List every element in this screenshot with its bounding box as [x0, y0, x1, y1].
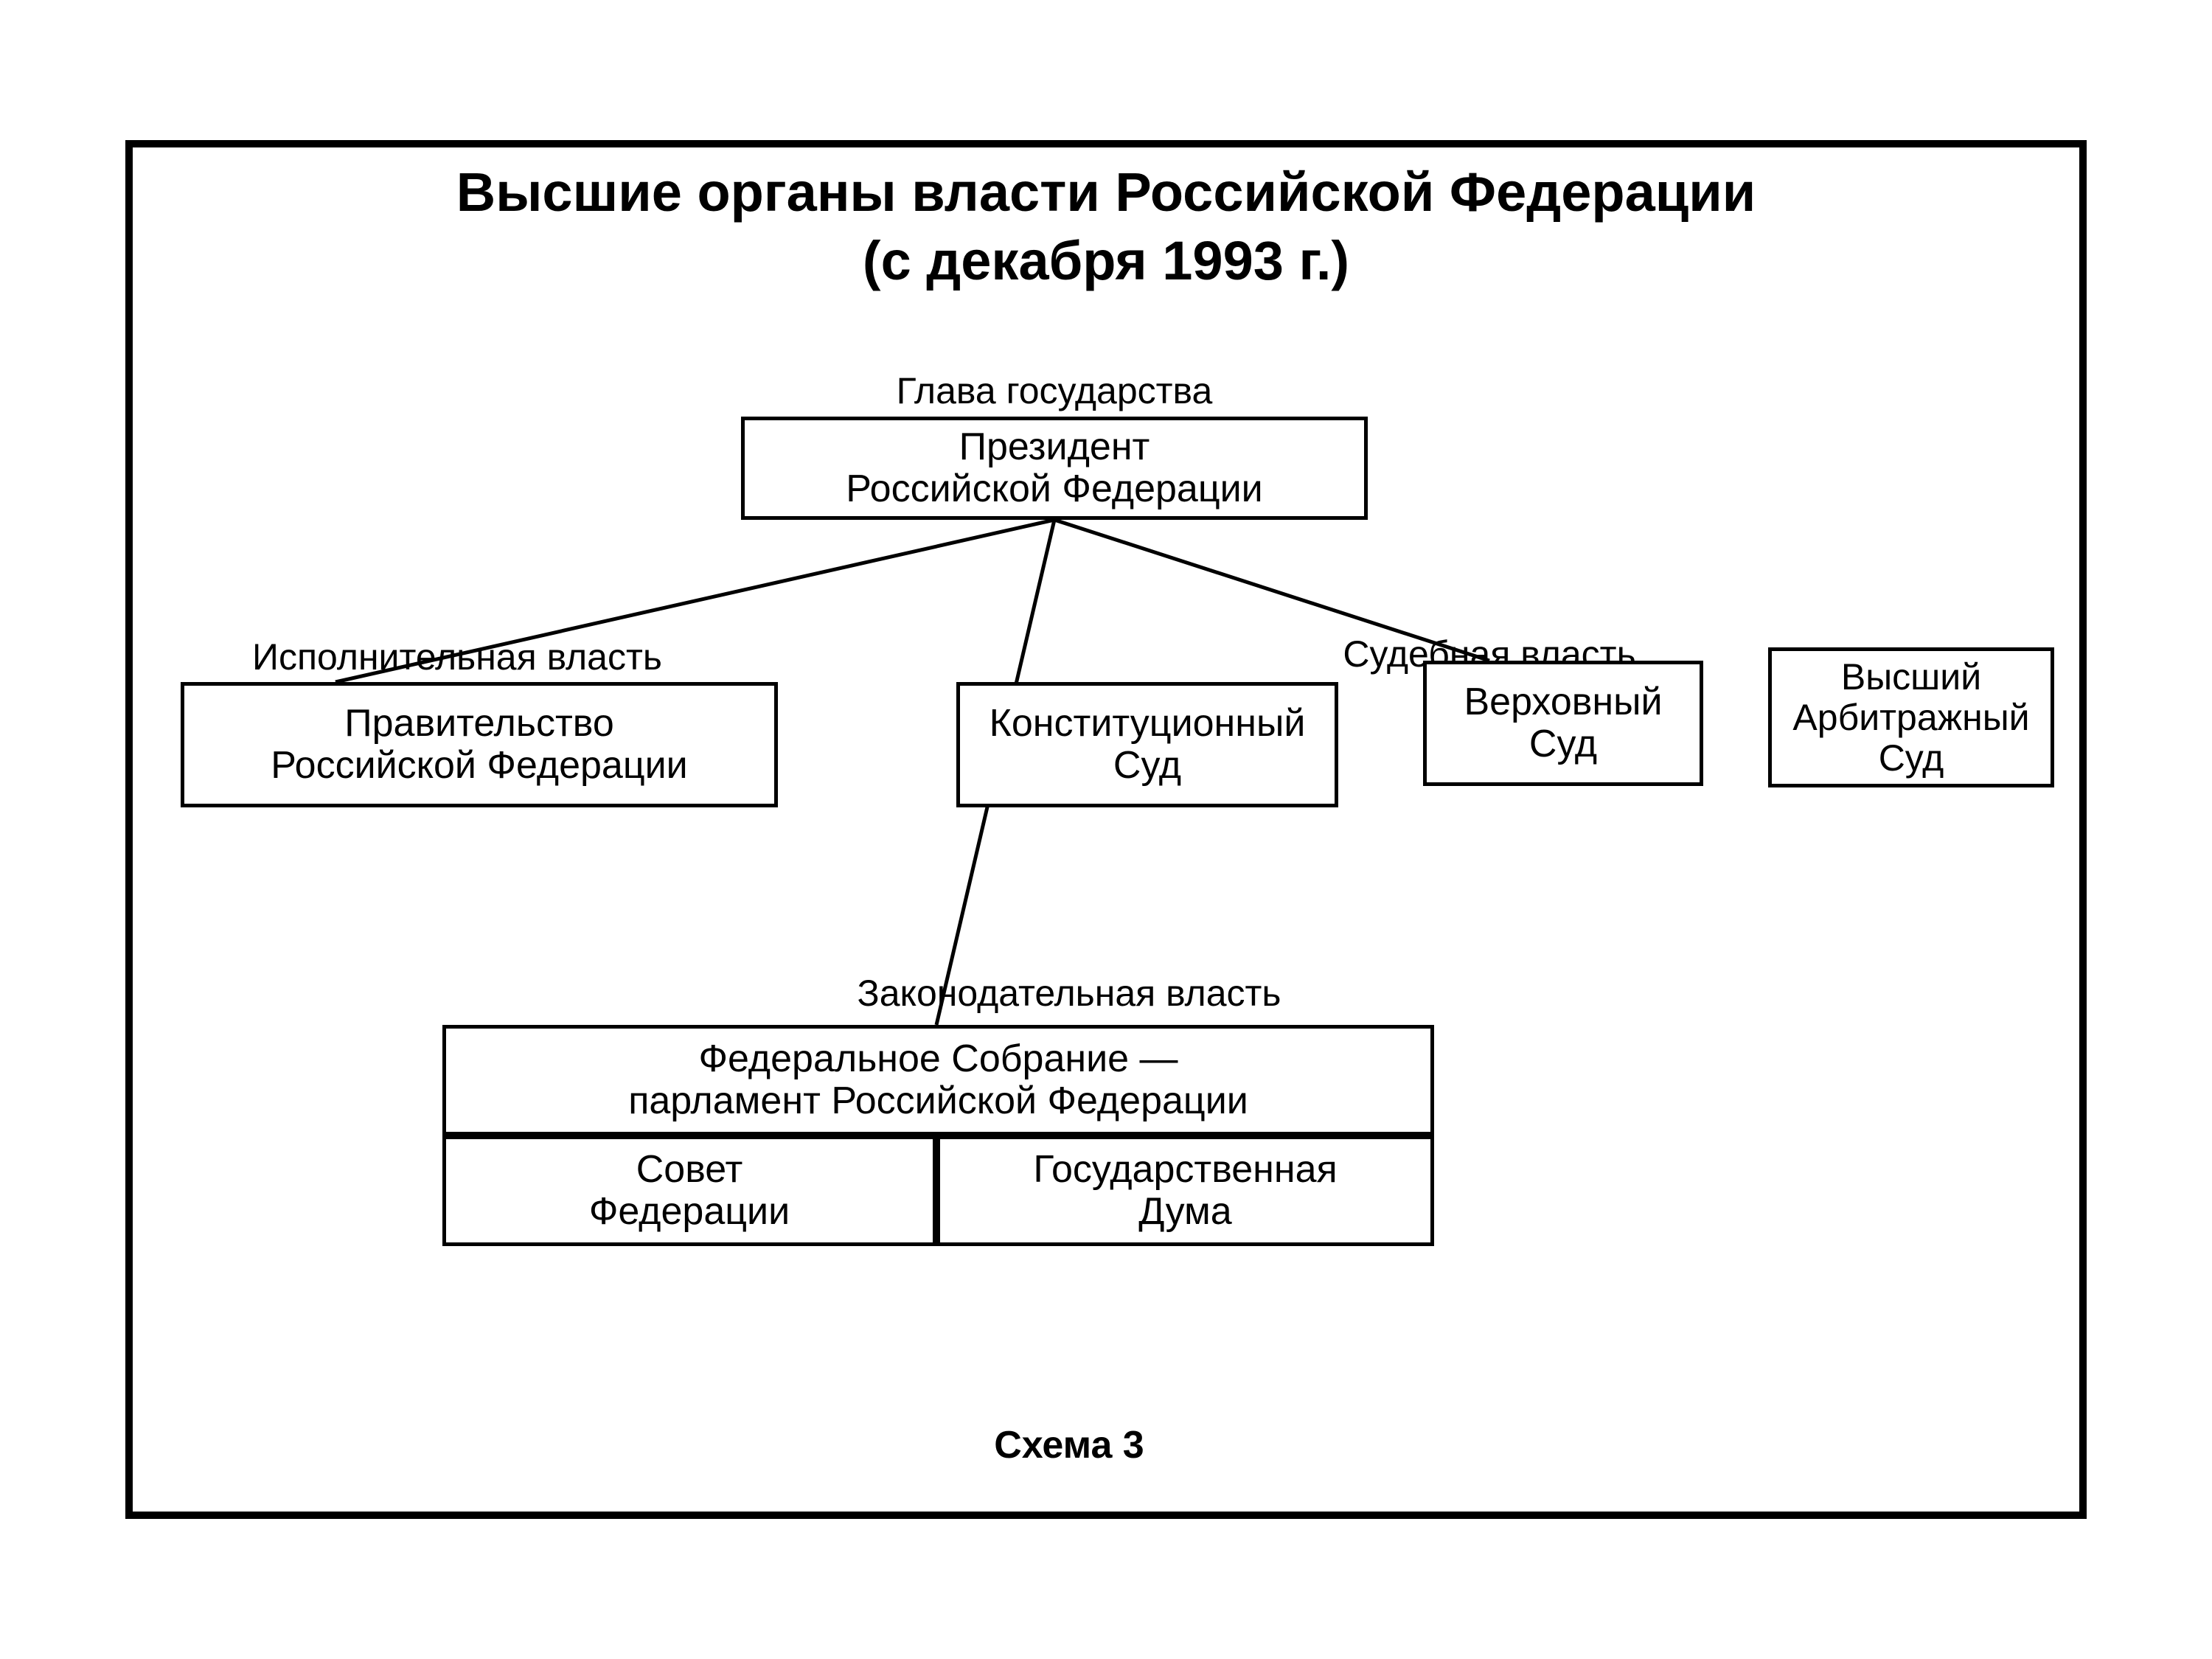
- caption: Схема 3: [959, 1423, 1180, 1467]
- node-constitutional-court-text: КонституционныйСуд: [960, 703, 1335, 787]
- label-executive-power: Исполнительная власть: [221, 636, 693, 678]
- title-line-1: Высшие органы власти Российской Федераци…: [125, 159, 2087, 227]
- node-council-federation-text: СоветФедерации: [446, 1149, 933, 1233]
- page: Высшие органы власти Российской Федераци…: [0, 0, 2212, 1659]
- node-council-federation: СоветФедерации: [442, 1135, 936, 1246]
- node-federal-assembly-text: Федеральное Собрание —парламент Российск…: [446, 1038, 1430, 1122]
- node-state-duma: ГосударственнаяДума: [936, 1135, 1434, 1246]
- label-head-of-state: Глава государства: [833, 369, 1276, 412]
- node-government: ПравительствоРоссийской Федерации: [181, 682, 778, 807]
- node-arbitration-court-text: ВысшийАрбитражныйСуд: [1772, 657, 2051, 779]
- node-president-text: ПрезидентРоссийской Федерации: [745, 426, 1364, 510]
- node-supreme-court: ВерховныйСуд: [1423, 661, 1703, 786]
- node-government-text: ПравительствоРоссийской Федерации: [184, 703, 774, 787]
- diagram-title: Высшие органы власти Российской Федераци…: [125, 159, 2087, 295]
- node-president: ПрезидентРоссийской Федерации: [741, 417, 1368, 520]
- node-state-duma-text: ГосударственнаяДума: [940, 1149, 1430, 1233]
- node-federal-assembly: Федеральное Собрание —парламент Российск…: [442, 1025, 1434, 1135]
- node-arbitration-court: ВысшийАрбитражныйСуд: [1768, 647, 2054, 787]
- node-constitutional-court: КонституционныйСуд: [956, 682, 1338, 807]
- node-supreme-court-text: ВерховныйСуд: [1427, 681, 1700, 765]
- label-legislative-power: Законодательная власть: [818, 972, 1320, 1015]
- diagram-frame: [125, 140, 2087, 1519]
- title-line-2: (с декабря 1993 г.): [125, 227, 2087, 296]
